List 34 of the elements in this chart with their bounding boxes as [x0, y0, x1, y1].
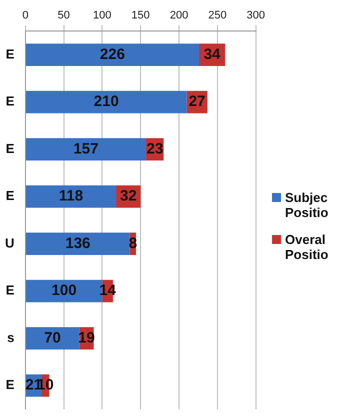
data-label: 210: [94, 93, 119, 110]
data-label: 32: [120, 188, 137, 205]
x-tick-label: 250: [208, 10, 227, 22]
bar: [26, 44, 199, 66]
y-tick-label: E: [6, 46, 15, 62]
legend-label: Subjec Positio: [285, 190, 330, 220]
x-tick-label: 300: [246, 10, 266, 22]
data-label: 100: [52, 282, 77, 300]
bar: [26, 185, 116, 208]
data-label: 70: [44, 329, 61, 346]
data-label: 136: [65, 234, 90, 252]
bar: [26, 90, 187, 114]
x-tick-label: 150: [131, 10, 150, 22]
x-tick-label: 100: [93, 10, 112, 22]
x-tick-label: 0: [22, 10, 28, 22]
y-tick-label: U: [5, 235, 14, 250]
data-label: 27: [188, 93, 206, 110]
bar: [26, 232, 130, 256]
bar: [26, 138, 146, 161]
data-label: 157: [73, 140, 98, 158]
bar: [26, 327, 80, 350]
y-tick-label: E: [6, 282, 15, 298]
y-tick-label: E: [6, 377, 15, 392]
x-tick-label: 200: [170, 10, 188, 22]
x-tick-label: 50: [58, 10, 70, 22]
y-tick-label: E: [6, 94, 15, 109]
legend-label: Overal Positio: [285, 232, 330, 262]
data-label: 23: [146, 140, 164, 158]
data-label: 118: [58, 188, 84, 205]
y-tick-label: E: [6, 188, 15, 204]
y-tick-label: E: [6, 140, 15, 156]
y-tick-label: s: [7, 330, 14, 345]
data-label: 34: [204, 46, 222, 63]
data-label: 226: [100, 46, 125, 63]
